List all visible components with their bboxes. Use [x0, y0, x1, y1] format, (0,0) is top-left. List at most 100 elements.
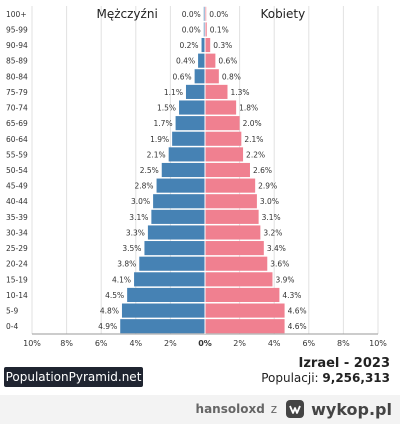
bar-male [151, 209, 205, 224]
bar-female [205, 162, 250, 178]
bar-label-female: 4.3% [282, 291, 301, 300]
bar-female [205, 303, 285, 318]
population-pyramid-chart: 10% 8% 6% 4% 2% 0% 2% 4% 6% 8% 10% Mężczyźni Kobiety… [6, 6, 387, 348]
bar-label-male: 1.9% [150, 135, 169, 144]
bar-female [205, 194, 257, 209]
bar-male [168, 147, 205, 162]
bar-male [153, 194, 205, 209]
bar-label-male: 0.2% [179, 41, 198, 50]
bar-label-female: 2.9% [258, 182, 277, 191]
bar-female [205, 241, 264, 256]
watermark-bar: hansoloxd z wykop.pl [0, 395, 400, 424]
x-tick-label: 4% [129, 339, 142, 348]
series-name-females: Kobiety [260, 7, 305, 21]
bar-male [198, 53, 205, 68]
bar-female [205, 319, 285, 334]
age-group-label: 30-34 [6, 228, 28, 237]
bar-female [205, 22, 207, 37]
watermark: hansoloxd z wykop.pl [196, 397, 392, 421]
bar-label-female: 3.0% [260, 197, 279, 206]
bar-label-female: 2.6% [253, 166, 272, 175]
bar-label-male: 3.8% [117, 260, 136, 269]
population-value: 9,256,313 [322, 371, 390, 385]
bar-male [139, 256, 205, 271]
age-group-label: 10-14 [6, 291, 28, 300]
age-group-label: 95-99 [6, 25, 28, 34]
bar-female [205, 256, 268, 271]
age-group-label: 90-94 [6, 41, 28, 50]
age-group-label: 80-84 [6, 72, 28, 81]
x-tick-label: 2% [233, 339, 246, 348]
x-tick-label: 4% [268, 339, 281, 348]
x-tick-label: 10% [23, 339, 41, 348]
bar-female [205, 84, 228, 99]
bar-male [175, 116, 205, 131]
age-group-label: 25-29 [6, 244, 28, 253]
brand-badge[interactable]: PopulationPyramid.net [4, 367, 143, 387]
bar-male [203, 6, 205, 21]
bar-label-male: 2.5% [140, 166, 159, 175]
age-group-label: 50-54 [6, 166, 28, 175]
x-tick-label: 6% [95, 339, 108, 348]
population-label: Populacji: [261, 371, 319, 385]
bar-female [205, 53, 216, 68]
bar-label-male: 1.7% [154, 119, 173, 128]
series-name-males: Mężczyźni [97, 7, 158, 21]
age-group-label: 65-69 [6, 119, 28, 128]
bar-label-male: 3.5% [122, 244, 141, 253]
bar-label-male: 4.1% [112, 275, 131, 284]
bar-female [205, 131, 242, 146]
x-tick-label: 6% [302, 339, 315, 348]
bar-male [179, 100, 205, 115]
bar-male [144, 241, 205, 256]
age-group-label: 55-59 [6, 150, 28, 159]
bar-label-female: 1.8% [239, 104, 258, 113]
bar-label-female: 2.0% [243, 119, 262, 128]
bar-male [147, 225, 205, 240]
bar-label-female: 0.8% [222, 72, 241, 81]
bar-label-female: 2.2% [246, 150, 265, 159]
bar-label-female: 2.1% [244, 135, 263, 144]
bar-label-male: 3.1% [129, 213, 148, 222]
bar-male [121, 303, 205, 318]
bar-label-female: 3.9% [275, 275, 294, 284]
bar-label-female: 0.6% [218, 57, 237, 66]
x-tick-label: 8% [337, 339, 350, 348]
bar-female [205, 209, 259, 224]
watermark-separator: z [270, 402, 278, 416]
bar-label-female: 3.2% [263, 228, 282, 237]
bar-label-female: 3.1% [262, 213, 281, 222]
age-group-label: 70-74 [6, 104, 28, 113]
bar-male [161, 162, 205, 178]
bar-label-male: 4.5% [105, 291, 124, 300]
bar-label-female: 4.6% [288, 322, 307, 331]
x-tick-label: 8% [60, 339, 73, 348]
age-group-label: 20-24 [6, 260, 28, 269]
bar-label-male: 1.5% [157, 104, 176, 113]
country-title: Izrael - 2023 [298, 356, 391, 371]
x-tick-label: 0% [198, 339, 212, 348]
bar-label-female: 0.0% [209, 10, 228, 19]
watermark-site: wykop.pl [311, 399, 392, 419]
bar-female [205, 178, 256, 193]
bar-label-male: 3.3% [126, 228, 145, 237]
bar-female [205, 37, 211, 53]
bar-male [194, 69, 205, 84]
watermark-user[interactable]: hansoloxd [195, 402, 265, 416]
bar-male [201, 37, 205, 53]
age-group-label: 60-64 [6, 135, 28, 144]
bar-label-male: 0.6% [173, 72, 192, 81]
x-tick-label: 10% [369, 339, 387, 348]
bar-female [205, 147, 244, 162]
bar-label-male: 0.0% [182, 25, 201, 34]
bar-label-female: 4.6% [288, 307, 307, 316]
bar-label-male: 3.0% [131, 197, 150, 206]
bar-label-male: 4.9% [98, 322, 117, 331]
age-group-label: 0-4 [6, 322, 18, 331]
bar-female [205, 225, 261, 240]
age-group-label: 75-79 [6, 88, 28, 97]
age-group-label: 35-39 [6, 213, 28, 222]
bar-male [134, 272, 205, 287]
x-tick-label: 2% [164, 339, 177, 348]
bar-male [203, 22, 205, 37]
